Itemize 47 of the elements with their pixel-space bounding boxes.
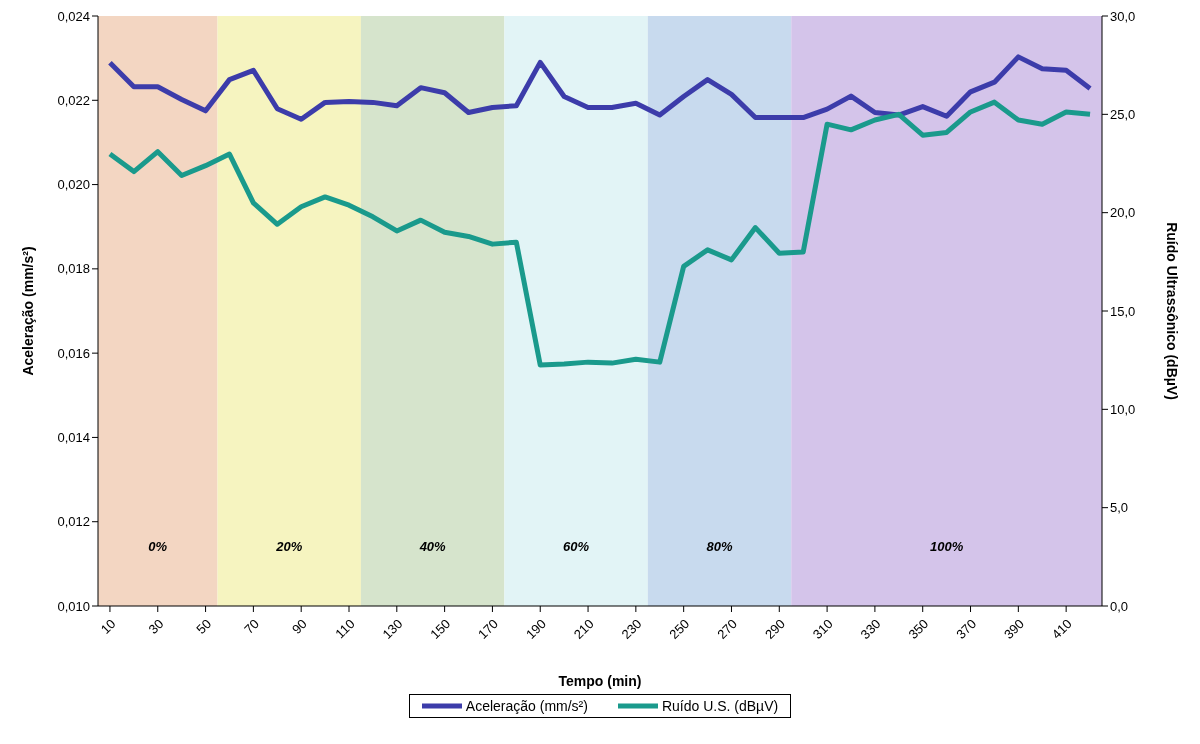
x-tick-label: 210: [570, 616, 597, 642]
y-tick-label: 0,022: [57, 92, 90, 108]
x-tick-label: 150: [427, 616, 454, 642]
y-tick-label: 0,010: [57, 598, 90, 614]
x-tick-label: 410: [1048, 616, 1075, 642]
x-tick-label: 270: [714, 616, 741, 642]
legend-label: Ruído U.S. (dBµV): [661, 698, 779, 714]
x-tick-label: 90: [289, 616, 310, 637]
y2-tick-label: 0,0: [1110, 598, 1129, 614]
y-tick-label: 0,020: [57, 177, 90, 193]
y2-tick-label: 10,0: [1110, 401, 1136, 417]
x-tick-label: 70: [241, 616, 263, 637]
x-tick-label: 130: [379, 616, 406, 642]
y2-tick-label: 30,0: [1110, 8, 1136, 24]
band-label: 80%: [706, 539, 733, 554]
x-tick-label: 110: [332, 616, 358, 642]
y2-tick-label: 25,0: [1110, 106, 1136, 122]
x-tick-label: 290: [761, 616, 788, 642]
y2-tick-label: 15,0: [1110, 303, 1136, 319]
band-label: 40%: [418, 539, 447, 554]
y-tick-label: 0,014: [57, 430, 90, 446]
x-tick-label: 230: [618, 616, 645, 642]
x-tick-label: 250: [666, 616, 693, 642]
band-label: 20%: [275, 539, 303, 554]
y-axis-title: Aceleração (mm/s²): [19, 246, 36, 376]
y-tick-label: 0,018: [57, 261, 90, 277]
x-tick-label: 370: [953, 616, 980, 642]
x-tick-label: 30: [145, 616, 167, 637]
y2-axis-title: Ruído Ultrassônico (dBµV): [1164, 222, 1181, 400]
y-tick-label: 0,012: [57, 514, 90, 530]
y-tick-label: 0,024: [57, 8, 90, 24]
band-label: 60%: [563, 539, 590, 554]
x-tick-label: 330: [857, 616, 884, 642]
y-tick-label: 0,016: [57, 345, 90, 361]
x-tick-label: 190: [522, 616, 549, 642]
x-tick-label: 350: [905, 616, 932, 642]
band-label: 0%: [148, 539, 168, 554]
x-tick-label: 390: [1001, 616, 1027, 642]
band-label: 100%: [929, 539, 964, 554]
x-axis-title: Tempo (min): [558, 673, 642, 689]
x-tick-label: 50: [193, 616, 215, 637]
x-tick-label: 170: [475, 616, 502, 642]
legend-label: Aceleração (mm/s²): [465, 698, 588, 714]
y2-tick-label: 5,0: [1110, 500, 1129, 516]
y2-tick-label: 20,0: [1110, 205, 1136, 221]
x-tick-label: 310: [809, 616, 836, 642]
x-tick-label: 10: [97, 616, 119, 637]
